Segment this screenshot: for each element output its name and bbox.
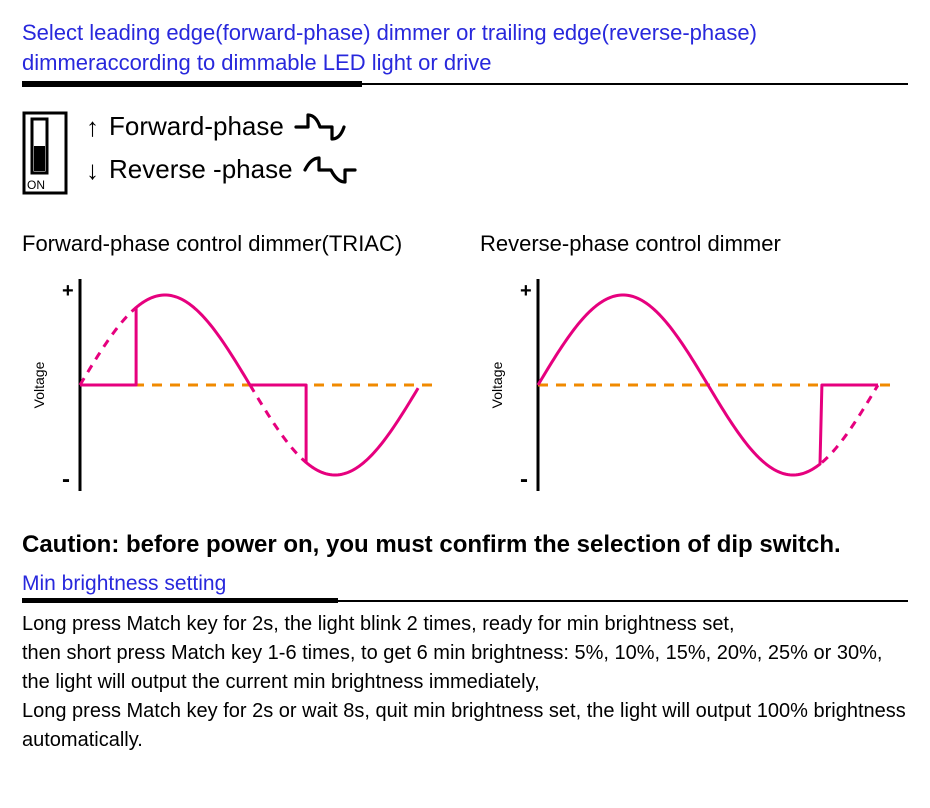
forward-chart: + - Voltage: [22, 269, 450, 501]
charts-area: Forward-phase control dimmer(TRIAC) + - Vo…: [22, 231, 908, 501]
forward-phase-row: ↑ Forward-phase: [86, 111, 357, 142]
svg-text:-: -: [62, 466, 70, 493]
min-brightness-body: Long press Match key for 2s, the light b…: [22, 610, 908, 755]
svg-text:Voltage: Voltage: [489, 362, 505, 409]
forward-wave-icon: [294, 112, 348, 142]
reverse-chart-title: Reverse-phase control dimmer: [480, 231, 908, 257]
forward-phase-label: Forward-phase: [109, 111, 284, 142]
min-brightness-heading: Min brightness setting: [22, 572, 908, 596]
reverse-phase-label: Reverse -phase: [109, 154, 293, 185]
reverse-wave-icon: [303, 155, 357, 185]
phase-selector: ON ↑ Forward-phase ↓ Reverse -phase: [22, 111, 908, 195]
dip-switch-icon: ON: [22, 111, 68, 195]
title-underline: [22, 83, 908, 85]
title-line-2: dimmeraccording to dimmable LED light or…: [22, 50, 492, 75]
arrow-down-icon: ↓: [86, 157, 99, 183]
arrow-up-icon: ↑: [86, 114, 99, 140]
subheading-underline: [22, 600, 908, 602]
dip-on-label: ON: [27, 178, 45, 192]
reverse-phase-row: ↓ Reverse -phase: [86, 154, 357, 185]
svg-text:+: +: [62, 280, 74, 302]
body-line-1: Long press Match key for 2s, the light b…: [22, 613, 735, 635]
body-line-4: Long press Match key for 2s or wait 8s, …: [22, 700, 906, 751]
title-line-1: Select leading edge(forward-phase) dimme…: [22, 20, 757, 45]
section-title: Select leading edge(forward-phase) dimme…: [22, 18, 908, 77]
body-line-3: the light will output the current min br…: [22, 671, 540, 693]
svg-text:-: -: [520, 466, 528, 493]
reverse-chart: + - Voltage: [480, 269, 908, 501]
body-line-2: then short press Match key 1-6 times, to…: [22, 642, 882, 664]
caution-text: Caution: before power on, you must confi…: [22, 529, 908, 561]
reverse-chart-block: Reverse-phase control dimmer + - Voltage: [480, 231, 908, 501]
svg-text:Voltage: Voltage: [31, 362, 47, 409]
forward-chart-block: Forward-phase control dimmer(TRIAC) + - Vo…: [22, 231, 450, 501]
forward-chart-title: Forward-phase control dimmer(TRIAC): [22, 231, 450, 257]
svg-text:+: +: [520, 280, 532, 302]
